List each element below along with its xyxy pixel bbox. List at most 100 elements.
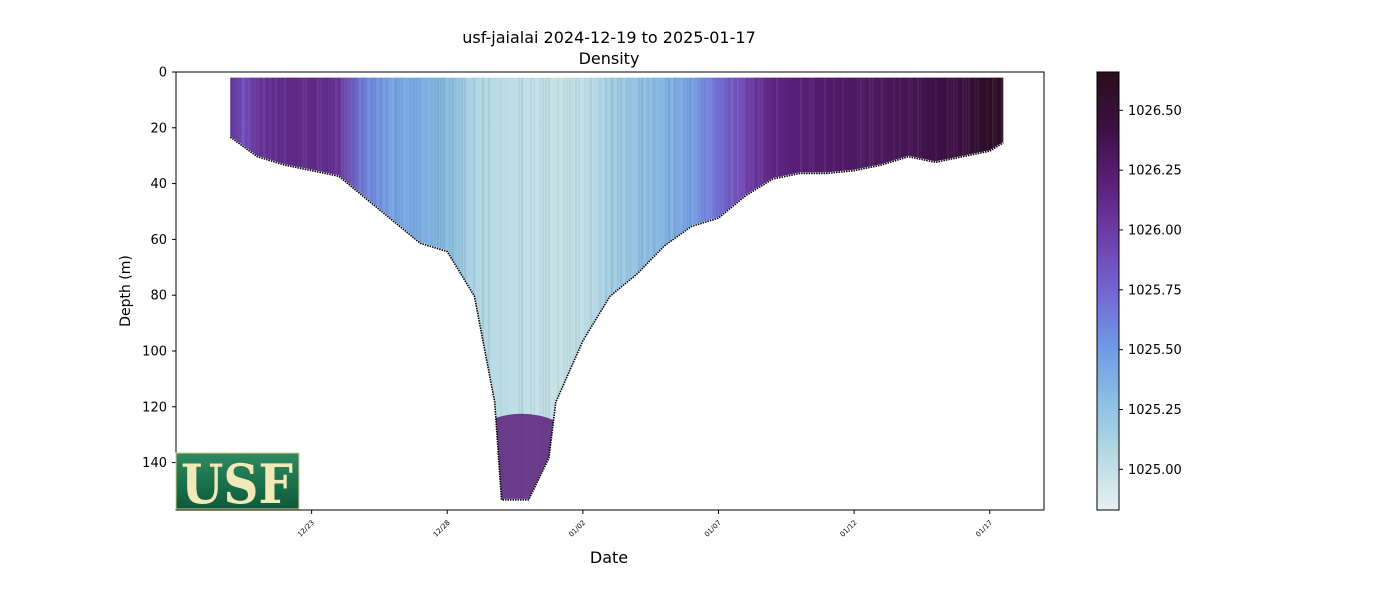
profile-streak bbox=[635, 77, 637, 499]
profile-streak bbox=[905, 77, 907, 499]
profile-streak bbox=[890, 72, 892, 510]
profile-streak bbox=[395, 77, 397, 499]
profile-streak bbox=[530, 77, 532, 499]
profile-streak bbox=[722, 72, 724, 510]
profile-streak bbox=[767, 77, 769, 499]
profile-streak bbox=[878, 77, 880, 499]
profile-streak bbox=[872, 77, 874, 499]
profile-streak bbox=[803, 77, 805, 499]
profile-streak bbox=[755, 77, 757, 499]
profile-streak bbox=[866, 77, 868, 499]
profile-streak bbox=[911, 72, 913, 510]
profile-streak bbox=[362, 77, 364, 499]
profile-streak bbox=[440, 77, 442, 499]
profile-streak bbox=[386, 72, 388, 510]
profile-streak bbox=[797, 77, 799, 499]
profile-streak bbox=[815, 77, 817, 499]
profile-streak bbox=[827, 77, 829, 499]
profile-streak bbox=[794, 77, 796, 499]
profile-streak bbox=[302, 77, 304, 499]
profile-streak bbox=[617, 77, 619, 499]
profile-streak bbox=[734, 72, 736, 510]
x-tick-label: 12/28 bbox=[432, 519, 452, 539]
profile-streak bbox=[353, 77, 355, 499]
profile-streak bbox=[407, 72, 409, 510]
y-tick-label: 40 bbox=[150, 177, 167, 192]
profile-streak bbox=[998, 77, 1000, 499]
profile-streak bbox=[950, 77, 952, 499]
x-tick-label: 12/23 bbox=[296, 519, 316, 539]
profile-streak bbox=[659, 77, 661, 499]
colorbar-tick-label: 1026.00 bbox=[1128, 223, 1182, 238]
profile-streak bbox=[443, 77, 445, 499]
profile-streak bbox=[467, 77, 469, 499]
x-tick-label: 01/02 bbox=[567, 519, 587, 539]
profile-streak bbox=[401, 72, 403, 510]
profile-streak bbox=[692, 77, 694, 499]
profile-streak bbox=[620, 77, 622, 499]
profile-streak bbox=[287, 77, 289, 499]
profile-streak bbox=[296, 77, 298, 499]
profile-streak bbox=[269, 77, 271, 499]
profile-streak bbox=[560, 77, 562, 499]
profile-streak bbox=[974, 77, 976, 499]
profile-streak bbox=[437, 77, 439, 499]
profile-streak bbox=[608, 77, 610, 499]
profile-streak bbox=[374, 77, 376, 499]
profile-streak bbox=[554, 77, 556, 499]
y-tick-label: 80 bbox=[150, 289, 167, 304]
profile-streak bbox=[623, 77, 625, 499]
profile-streak bbox=[710, 77, 712, 499]
profile-streak bbox=[962, 77, 964, 499]
profile-streak bbox=[596, 77, 598, 499]
profile-streak bbox=[800, 77, 802, 499]
profile-streak bbox=[359, 77, 361, 499]
profile-streak bbox=[845, 77, 847, 499]
profile-streak bbox=[932, 77, 934, 499]
profile-streak bbox=[308, 77, 310, 499]
profile-streak bbox=[344, 77, 346, 499]
profile-streak bbox=[590, 77, 592, 499]
profile-streak bbox=[626, 77, 628, 499]
profile-streak bbox=[647, 77, 649, 499]
profile-streak bbox=[614, 77, 616, 499]
profile-streak bbox=[809, 77, 811, 499]
colorbar-tick-label: 1025.75 bbox=[1128, 283, 1182, 298]
profile-streak bbox=[1001, 77, 1003, 499]
profile-streak bbox=[875, 77, 877, 499]
profile-streak bbox=[854, 77, 856, 499]
profile-streak bbox=[764, 77, 766, 499]
profile-streak bbox=[281, 77, 283, 499]
profile-streak bbox=[680, 77, 682, 499]
profile-bottom-outline bbox=[229, 136, 1004, 501]
y-tick-label: 120 bbox=[142, 400, 167, 415]
profile-streak bbox=[938, 77, 940, 499]
profile-streak bbox=[584, 77, 586, 499]
profile-streak bbox=[992, 77, 994, 499]
profile-streak bbox=[719, 72, 721, 510]
profile-streak bbox=[347, 77, 349, 499]
profile-streak bbox=[668, 77, 670, 499]
colorbar-tick-label: 1026.25 bbox=[1128, 164, 1182, 179]
profile-streak bbox=[332, 77, 334, 499]
colorbar-bar bbox=[1096, 71, 1120, 511]
profile-streak bbox=[377, 77, 379, 499]
profile-streak bbox=[644, 77, 646, 499]
profile-streak bbox=[392, 77, 394, 499]
profile-streak bbox=[587, 72, 589, 510]
profile-streak bbox=[893, 77, 895, 499]
profile-streak bbox=[233, 77, 235, 499]
profile-streak bbox=[272, 77, 274, 499]
profile-streak bbox=[413, 77, 415, 499]
x-tick-label: 01/17 bbox=[974, 519, 994, 539]
profile-streak bbox=[761, 77, 763, 499]
profile-streak bbox=[278, 77, 280, 499]
profile-streak bbox=[485, 77, 487, 499]
profile-streak bbox=[638, 77, 640, 499]
profile-streak bbox=[728, 77, 730, 499]
profile-streak bbox=[329, 77, 331, 499]
profile-streak bbox=[725, 77, 727, 499]
y-axis-label: Depth (m) bbox=[118, 255, 134, 327]
profile-streak bbox=[884, 77, 886, 499]
profile-streak bbox=[383, 77, 385, 499]
